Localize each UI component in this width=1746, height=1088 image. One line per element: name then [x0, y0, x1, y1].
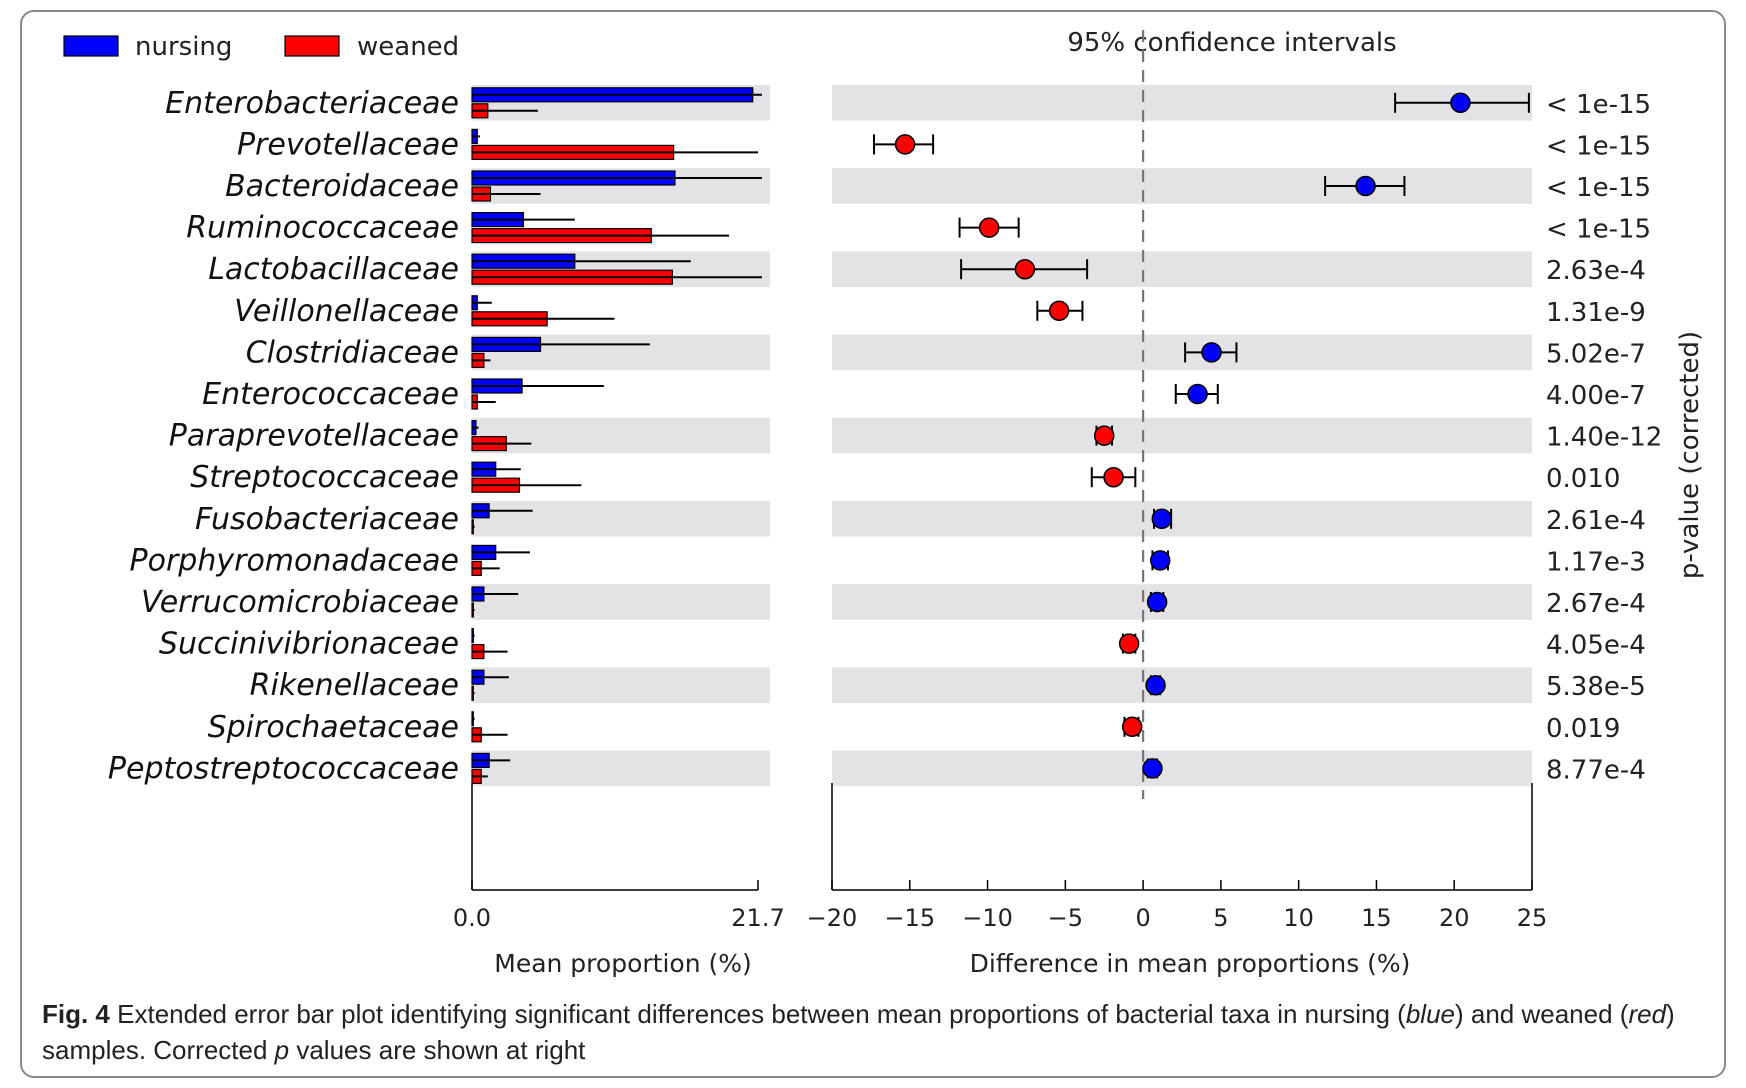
diff-point	[1093, 425, 1115, 446]
p-value-label: 0.019	[1546, 714, 1620, 744]
p-value-label: 1.17e-3	[1546, 547, 1646, 577]
p-value-axis-title: p-value (corrected)	[1675, 331, 1705, 579]
legend-swatch-weaned	[284, 35, 340, 57]
diff-point	[1145, 674, 1166, 696]
p-value-label: 5.38e-5	[1546, 672, 1646, 702]
caption-red: red	[1628, 999, 1667, 1029]
extended-error-bar-chart: nursing weaned 95% confidence intervals Ent…	[63, 28, 1705, 978]
caption-text-3: ) samples. Corrected	[42, 999, 1675, 1065]
diff-point	[1142, 758, 1163, 779]
taxon-label: Enterococcaceae	[202, 377, 459, 412]
diff-point	[1149, 550, 1171, 571]
diff-point	[1355, 175, 1376, 197]
taxon-label: Streptococcaceae	[190, 460, 459, 495]
row-shade-right	[832, 334, 1532, 371]
taxon-label: Lactobacillaceae	[208, 252, 459, 287]
row-shade-left	[472, 750, 770, 787]
right-tick-label: 15	[1361, 904, 1392, 932]
caption-text-1: Extended error bar plot identifying sign…	[109, 999, 1406, 1029]
p-value-label: 2.67e-4	[1546, 589, 1646, 619]
row-shade-right	[832, 501, 1532, 537]
left-tick-label: 0.0	[453, 904, 491, 932]
taxon-label: Bacteroidaceae	[225, 169, 459, 204]
diff-point	[1201, 342, 1222, 363]
diff-point	[1103, 466, 1124, 488]
right-tick-label: 25	[1517, 904, 1548, 932]
right-tick-label: 20	[1439, 904, 1470, 932]
caption-text-2: ) and weaned (	[1455, 999, 1629, 1029]
row-shade-right	[832, 584, 1532, 620]
diff-point	[894, 134, 916, 155]
diff-point	[1121, 716, 1143, 738]
taxon-label: Veillonellaceae	[234, 294, 459, 329]
p-value-label: < 1e-15	[1546, 131, 1651, 161]
taxon-label: Peptostreptococcaceae	[108, 751, 459, 786]
diff-point	[1048, 300, 1070, 322]
p-value-label: 4.05e-4	[1546, 631, 1646, 661]
right-tick-label: −20	[807, 904, 858, 932]
caption-text-4: values are shown at right	[289, 1035, 586, 1065]
right-tick-label: −5	[1048, 904, 1083, 932]
taxon-label: Rikenellaceae	[250, 668, 459, 703]
right-tick-label: −10	[962, 904, 1013, 932]
diff-point	[1450, 92, 1471, 114]
row-shade-right	[832, 168, 1532, 204]
right-tick-label: 10	[1283, 904, 1314, 932]
ci-title: 95% confidence intervals	[1067, 28, 1396, 58]
taxon-label: Succinivibrionaceae	[159, 627, 459, 662]
taxon-label: Verrucomicrobiaceae	[141, 585, 459, 620]
left-tick-label: 21.7	[731, 904, 784, 932]
p-value-label: 0.010	[1546, 464, 1620, 494]
taxon-label: Spirochaetaceae	[208, 710, 459, 745]
left-axis-title: Mean proportion (%)	[494, 949, 752, 978]
row-shade-left	[472, 667, 770, 703]
diff-point	[1187, 383, 1208, 405]
caption-label: Fig. 4	[42, 999, 110, 1029]
taxon-label: Prevotellaceae	[237, 127, 459, 162]
p-value-label: < 1e-15	[1546, 215, 1651, 245]
taxon-label: Paraprevotellaceae	[169, 419, 459, 454]
p-value-label: < 1e-15	[1546, 173, 1651, 203]
p-value-label: 1.31e-9	[1546, 298, 1646, 328]
row-shade-right	[832, 417, 1532, 454]
caption-p: p	[274, 1035, 290, 1065]
row-shade-right	[832, 667, 1532, 703]
row-shade-left	[472, 501, 770, 537]
taxon-label: Ruminococcaceae	[186, 211, 459, 246]
right-axis-title: Difference in mean proportions (%)	[970, 949, 1411, 978]
diff-point	[1118, 633, 1140, 654]
p-value-label: 1.40e-12	[1546, 423, 1662, 453]
row-shade-right	[832, 750, 1532, 787]
diff-point	[1151, 508, 1173, 530]
right-tick-label: 5	[1213, 904, 1228, 932]
legend-swatch-nursing	[63, 35, 119, 57]
p-value-label: 8.77e-4	[1546, 755, 1646, 785]
row-shade-left	[472, 584, 770, 620]
diff-point	[1146, 591, 1168, 613]
figure-caption: Fig. 4 Extended error bar plot identifyi…	[42, 996, 1702, 1068]
right-tick-label: −15	[884, 904, 935, 932]
row-shade-right	[832, 251, 1532, 287]
diff-point	[1014, 258, 1036, 280]
taxon-label: Fusobacteriaceae	[195, 502, 459, 537]
taxon-label: Porphyromonadaceae	[130, 543, 459, 578]
p-value-label: < 1e-15	[1546, 90, 1651, 120]
caption-blue: blue	[1405, 999, 1455, 1029]
row-shade-left	[472, 417, 770, 454]
legend-label-weaned: weaned	[357, 32, 459, 62]
diff-point	[978, 217, 1000, 238]
p-value-label: 4.00e-7	[1546, 381, 1646, 411]
taxon-label: Enterobacteriaceae	[165, 86, 459, 121]
p-value-label: 2.63e-4	[1546, 256, 1646, 286]
taxon-label: Clostridiaceae	[246, 335, 459, 370]
right-tick-label: 0	[1135, 904, 1150, 932]
p-value-label: 2.61e-4	[1546, 506, 1646, 536]
legend-label-nursing: nursing	[135, 32, 232, 62]
p-value-label: 5.02e-7	[1546, 339, 1646, 369]
